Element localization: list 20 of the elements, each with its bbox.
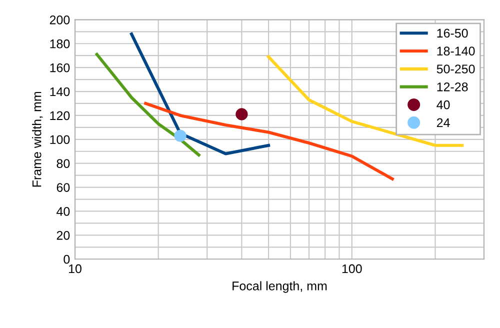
legend-label: 50-250	[436, 64, 475, 74]
x-axis-title: Focal length, mm	[232, 281, 327, 293]
y-tick-label: 180	[50, 39, 70, 48]
y-tick-label: 60	[56, 183, 70, 192]
legend-label: 40	[436, 100, 450, 110]
y-tick-label: 140	[50, 87, 70, 96]
y-axis-title: Frame width, mm	[32, 92, 43, 187]
y-tick-label: 40	[56, 207, 70, 216]
y-tick-label: 160	[50, 63, 70, 72]
y-tick-label: 0	[64, 254, 70, 264]
y-tick-label: 200	[50, 15, 70, 24]
legend-label: 24	[436, 118, 450, 127]
legend-label: 16-50	[437, 28, 468, 38]
legend-label: 18-140	[437, 46, 475, 56]
y-tick-label: 80	[56, 159, 70, 168]
y-tick-label: 100	[50, 135, 70, 144]
legend-label: 12-28	[437, 82, 468, 92]
y-tick-label: 120	[50, 111, 70, 120]
y-tick-label: 20	[56, 230, 70, 240]
x-tick-label: 10	[69, 264, 82, 274]
